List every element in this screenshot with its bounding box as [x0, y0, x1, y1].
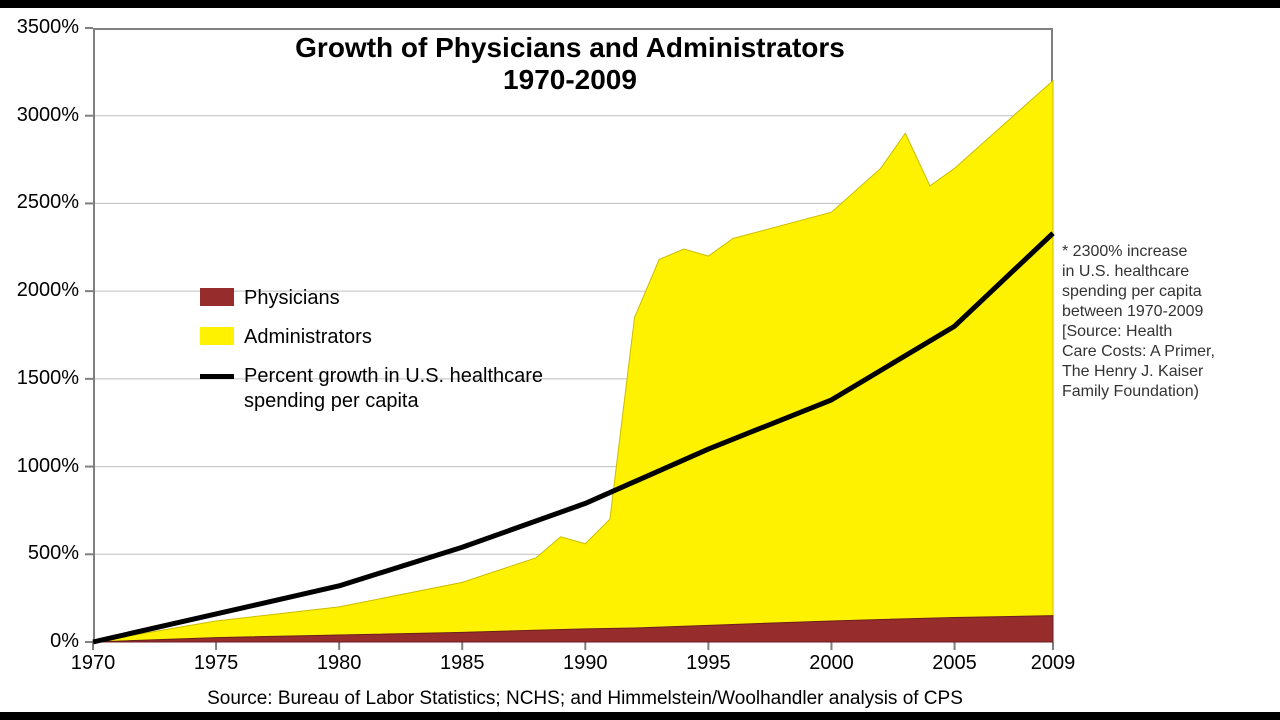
sidenote-l7: The Henry J. Kaiser [1062, 363, 1203, 380]
legend-row-physicians: Physicians [200, 286, 640, 311]
sidenote-l6: Care Costs: A Primer, [1062, 343, 1215, 360]
sidenote-l2: in U.S. healthcare [1062, 263, 1189, 280]
sidenote-l4: between 1970-2009 [1062, 303, 1203, 320]
legend-label-spending: Percent growth in U.S. healthcare spendi… [244, 364, 543, 414]
sidenote-l8: Family Foundation) [1062, 383, 1199, 400]
x-tick-label: 1980 [304, 652, 374, 675]
legend-row-spending: Percent growth in U.S. healthcare spendi… [200, 364, 640, 414]
spending-line-icon [200, 374, 234, 379]
chart-title-line2: 1970-2009 [190, 64, 950, 96]
y-tick-label: 3500% [0, 16, 79, 39]
y-tick-label: 500% [0, 542, 79, 565]
legend-spending-line2: spending per capita [244, 390, 419, 412]
sidenote-l1: * 2300% increase [1062, 243, 1187, 260]
card: Growth of Physicians and Administrators … [0, 8, 1280, 712]
y-tick-label: 3000% [0, 104, 79, 127]
y-tick-label: 2000% [0, 279, 79, 302]
physicians-swatch-icon [200, 288, 234, 306]
source-text: Source: Bureau of Labor Statistics; NCHS… [120, 688, 1050, 710]
x-tick-label: 2000 [796, 652, 866, 675]
x-tick-label: 2009 [1018, 652, 1088, 675]
x-tick-label: 1985 [427, 652, 497, 675]
sidenote-l5: [Source: Health [1062, 323, 1172, 340]
x-tick-label: 1990 [550, 652, 620, 675]
x-tick-label: 1975 [181, 652, 251, 675]
sidenote-l3: spending per capita [1062, 283, 1202, 300]
x-tick-label: 1995 [673, 652, 743, 675]
chart-title-line1: Growth of Physicians and Administrators [190, 32, 950, 64]
legend: Physicians Administrators Percent growth… [200, 286, 640, 428]
legend-row-administrators: Administrators [200, 325, 640, 350]
y-tick-label: 1500% [0, 367, 79, 390]
legend-spending-line1: Percent growth in U.S. healthcare [244, 365, 543, 387]
legend-label-physicians: Physicians [244, 286, 340, 311]
chart-title: Growth of Physicians and Administrators … [190, 32, 950, 96]
administrators-swatch-icon [200, 327, 234, 345]
y-tick-label: 0% [0, 630, 79, 653]
y-tick-label: 2500% [0, 191, 79, 214]
legend-label-administrators: Administrators [244, 325, 372, 350]
x-tick-label: 1970 [58, 652, 128, 675]
side-note: * 2300% increase in U.S. healthcare spen… [1062, 242, 1272, 402]
y-tick-label: 1000% [0, 455, 79, 478]
x-tick-label: 2005 [920, 652, 990, 675]
